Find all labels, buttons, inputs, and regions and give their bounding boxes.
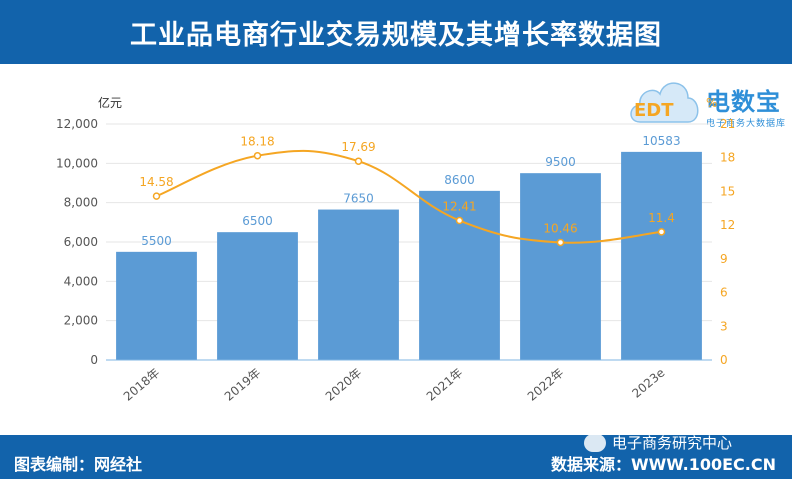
y2-tick-label: 12 (720, 218, 735, 232)
x-tick-label: 2020年 (323, 366, 365, 404)
line-value-label: 14.58 (139, 175, 173, 189)
bar-value-label: 7650 (343, 192, 374, 206)
growth-rate-line (156, 149, 662, 244)
bar (116, 251, 197, 360)
y-axis-unit: 亿元 (98, 95, 122, 110)
y-tick-label: 2,000 (64, 314, 98, 328)
bar (621, 151, 702, 360)
x-tick-label: 2019年 (222, 366, 264, 404)
x-tick-label: 2023e (629, 366, 667, 401)
chart-title: 工业品电商行业交易规模及其增长率数据图 (130, 20, 662, 51)
watermark: 电子商务研究中心 (584, 432, 732, 453)
line-value-label: 18.18 (240, 135, 274, 149)
bar (520, 173, 601, 360)
y-tick-label: 4,000 (64, 274, 98, 288)
line-value-label: 12.41 (442, 200, 476, 214)
bar-value-label: 5500 (141, 234, 172, 248)
line-point (455, 216, 464, 225)
line-point (354, 157, 363, 165)
line-value-label: 11.4 (648, 211, 675, 225)
wechat-icon (584, 433, 606, 452)
logo: EDT 电数宝 电子商务大数据库 (626, 70, 786, 136)
bar-value-label: 8600 (444, 173, 475, 187)
footer-bar: 图表编制：网经社 数据来源：WWW.100EC.CN (0, 435, 792, 479)
y2-tick-label: 3 (720, 319, 728, 333)
y2-tick-label: 18 (720, 151, 735, 165)
bar-value-label: 6500 (242, 214, 273, 228)
y2-tick-label: 6 (720, 286, 728, 300)
x-tick-label: 2022年 (525, 366, 567, 404)
bar-value-label: 10583 (642, 134, 680, 148)
line-series: 14.58 18.18 17.69 12.41 10.46 11.4 (139, 135, 675, 247)
bar (217, 232, 298, 360)
y-tick-label: 6,000 (64, 235, 98, 249)
bar (419, 190, 500, 360)
bar-series: 5500 6500 7650 8600 9500 10583 (116, 134, 702, 360)
source-left: 图表编制：网经社 (14, 455, 143, 474)
bar (318, 209, 399, 360)
y2-tick-label: 9 (720, 252, 728, 266)
gridlines (106, 123, 712, 322)
y2-tick-label: 15 (720, 184, 735, 198)
line-point (556, 238, 565, 247)
x-tick-label: 2021年 (424, 366, 466, 404)
x-tick-label: 2018年 (121, 366, 163, 404)
header-bar: 工业品电商行业交易规模及其增长率数据图 (0, 0, 792, 64)
y2-axis-unit: % (706, 96, 717, 110)
y-tick-label: 0 (90, 353, 98, 367)
cloud-logo-icon: EDT (630, 82, 699, 123)
logo-sub-text: 电子商务大数据库 (706, 119, 787, 129)
line-point (253, 151, 262, 160)
source-right: 数据来源：WWW.100EC.CN (550, 455, 776, 474)
y-tick-label: 8,000 (64, 196, 98, 210)
y-tick-label: 10,000 (56, 156, 98, 170)
watermark-text: 电子商务研究中心 (612, 434, 733, 452)
line-point (657, 228, 666, 236)
bar-value-label: 9500 (545, 155, 576, 169)
line-value-label: 17.69 (341, 140, 375, 154)
y-tick-label: 12,000 (56, 117, 98, 131)
y2-tick-label: 21 (720, 117, 735, 131)
line-value-label: 10.46 (543, 221, 577, 235)
line-point (152, 192, 161, 200)
logo-mark: EDT (634, 100, 674, 121)
y2-tick-label: 0 (720, 353, 728, 367)
logo-main-text: 电数宝 (706, 88, 781, 116)
chart-svg: 5500 6500 7650 8600 9500 10583 14.58 18.18 17.6… (56, 95, 735, 404)
